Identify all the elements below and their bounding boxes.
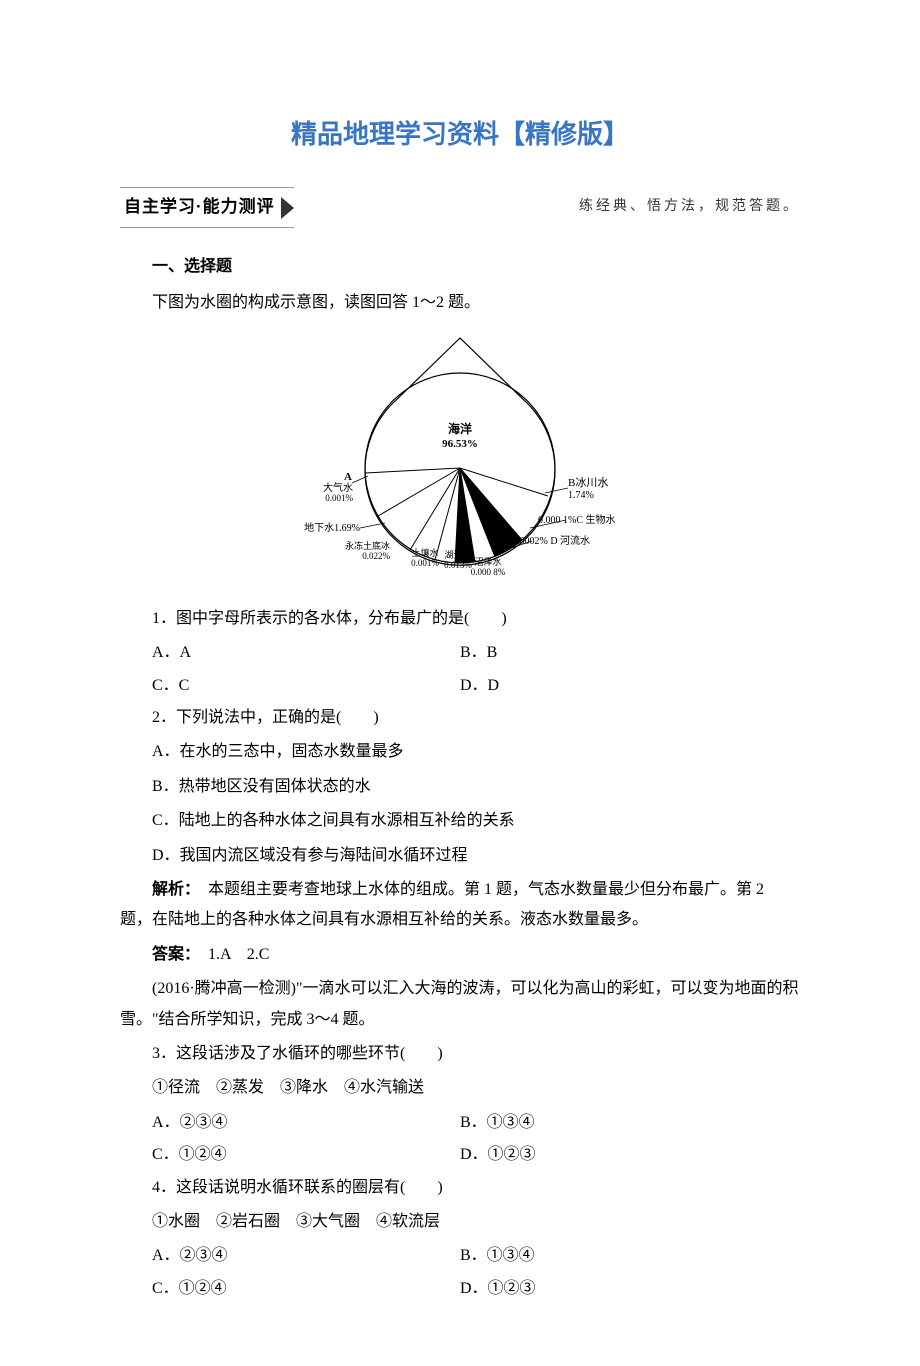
q3-options-row2: C．①②④ D．①②③: [120, 1140, 800, 1170]
q4-choices: ①水圈 ②岩石圈 ③大气圈 ④软流层: [120, 1207, 800, 1237]
svg-text:0.001%: 0.001%: [325, 493, 353, 503]
q1-optB: B．B: [460, 638, 800, 668]
q2-stem: 2．下列说法中，正确的是( ): [120, 703, 800, 733]
q4-stem: 4．这段话说明水循环联系的圈层有( ): [120, 1173, 800, 1203]
q4-optA: A．②③④: [120, 1241, 460, 1271]
main-title: 精品地理学习资料【精修版】: [120, 110, 800, 159]
svg-text:A: A: [344, 471, 352, 483]
section-heading: 一、选择题: [120, 252, 800, 282]
q2-optB: B．热带地区没有固体状态的水: [120, 772, 800, 802]
answer-label: 答案：: [152, 946, 192, 963]
q3-stem: 3．这段话涉及了水循环的哪些环节( ): [120, 1039, 800, 1069]
svg-text:0.013%: 0.013%: [444, 560, 472, 570]
q3-optC: C．①②④: [120, 1140, 460, 1170]
q1-optD: D．D: [460, 671, 800, 701]
q1-options-row2: C．C D．D: [120, 671, 800, 701]
q4-options-row2: C．①②④ D．①②③: [120, 1274, 800, 1304]
explanation: 解析： 本题组主要考查地球上水体的组成。第 1 题，气态水数量最少但分布最广。第…: [120, 875, 800, 936]
answer-text: 1.A 2.C: [192, 946, 269, 963]
section-subtitle: 练经典、悟方法，规范答题。: [579, 194, 800, 221]
svg-text:B冰川水: B冰川水: [568, 476, 608, 489]
q1-optA: A．A: [120, 638, 460, 668]
q3-choices: ①径流 ②蒸发 ③降水 ④水汽输送: [120, 1073, 800, 1103]
q3-optB: B．①③④: [460, 1108, 800, 1138]
svg-text:地下水1.69%: 地下水1.69%: [304, 521, 360, 534]
q3-options-row1: A．②③④ B．①③④: [120, 1108, 800, 1138]
svg-text:0.000 8%: 0.000 8%: [471, 567, 506, 577]
svg-text:土壤水: 土壤水: [411, 547, 438, 558]
q4-optC: C．①②④: [120, 1274, 460, 1304]
svg-text:永冻土底冰: 永冻土底冰: [345, 540, 390, 551]
svg-text:0.001%: 0.001%: [411, 558, 439, 568]
svg-text:0.022%: 0.022%: [362, 551, 390, 561]
answer-line: 答案： 1.A 2.C: [120, 940, 800, 970]
svg-text:1.74%: 1.74%: [568, 490, 594, 501]
q3-optA: A．②③④: [120, 1108, 460, 1138]
explain-label: 解析：: [152, 881, 192, 898]
intro-text: 下图为水圈的构成示意图，读图回答 1～2 题。: [120, 288, 800, 318]
svg-text:0.000 1%C 生物水: 0.000 1%C 生物水: [538, 513, 616, 526]
q2-optA: A．在水的三态中，固态水数量最多: [120, 737, 800, 767]
q3-optD: D．①②③: [460, 1140, 800, 1170]
q1-options-row1: A．A B．B: [120, 638, 800, 668]
svg-text:湖泊水: 湖泊水: [444, 549, 471, 560]
section-tab: 自主学习·能力测评: [120, 187, 294, 227]
q1-stem: 1．图中字母所表示的各水体，分布最广的是( ): [120, 604, 800, 634]
q4-options-row1: A．②③④ B．①③④: [120, 1241, 800, 1271]
ocean-value: 96.53%: [442, 438, 478, 450]
q1-optC: C．C: [120, 671, 460, 701]
ocean-label: 海洋: [448, 421, 472, 436]
section-header: 自主学习·能力测评 练经典、悟方法，规范答题。: [120, 187, 800, 227]
water-sphere-diagram: 海洋 96.53% A 大气水 0.001% 地下水1.69% 永冻土底冰 0.…: [120, 328, 800, 589]
triangle-icon: [281, 197, 294, 219]
q4-optB: B．①③④: [460, 1241, 800, 1271]
q4-optD: D．①②③: [460, 1274, 800, 1304]
svg-text:沼泽水: 沼泽水: [474, 556, 501, 567]
intro2: (2016·腾冲高一检测)"一滴水可以汇入大海的波涛，可以化为高山的彩虹，可以变…: [120, 974, 800, 1035]
svg-text:0.0002% D 河流水: 0.0002% D 河流水: [512, 534, 590, 547]
section-tab-label: 自主学习·能力测评: [120, 191, 279, 223]
q2-optD: D．我国内流区域没有参与海陆间水循环过程: [120, 841, 800, 871]
explain-text: 本题组主要考查地球上水体的组成。第 1 题，气态水数量最少但分布最广。第 2 题…: [120, 881, 764, 928]
q2-optC: C．陆地上的各种水体之间具有水源相互补给的关系: [120, 806, 800, 836]
